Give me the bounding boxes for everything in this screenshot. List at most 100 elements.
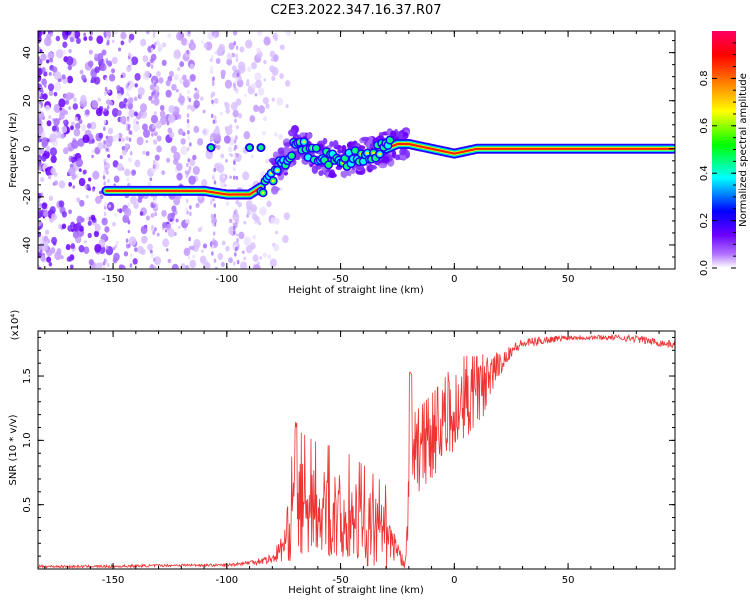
spectrogram-streak-blob: [128, 123, 131, 129]
colorbar-axes: 0.0 0.2 0.4 0.6 0.8: [699, 42, 736, 276]
spectrogram-noise-blob: [55, 49, 64, 59]
spectrogram-noise-blob: [38, 156, 41, 163]
spectrogram-halo-blob: [341, 144, 347, 152]
spectrogram-noise-blob: [167, 33, 171, 38]
spectrogram-xtick-label: 0: [451, 274, 457, 285]
spectrogram-noise-blob: [101, 49, 107, 56]
colorbar-label: Normalized spectral amplitude: [738, 73, 749, 227]
spectrogram-noise-blob: [227, 146, 233, 153]
spectrogram-noise-blob: [167, 127, 173, 134]
spectrogram-noise-blob: [248, 41, 252, 47]
spectrogram-noise-blob: [62, 41, 68, 48]
spectrogram-noise-blob: [245, 200, 253, 209]
spectrogram-noise-blob: [166, 248, 169, 252]
spectrogram-isolated-core: [208, 144, 214, 151]
figure-title: C2E3.2022.347.16.37.R07: [270, 3, 441, 18]
spectrogram-noise-blob: [150, 114, 158, 124]
spectrogram-noise-blob: [257, 31, 263, 36]
spectrogram-noise-blob: [41, 90, 44, 94]
spectrogram-streak-blob: [234, 252, 237, 257]
spectrogram-streak-blob: [186, 119, 190, 124]
spectrogram-noise-blob: [118, 47, 122, 52]
spectrogram-streak-blob: [188, 78, 192, 84]
spectrogram-noise-blob: [193, 99, 200, 109]
spectrogram-noise-blob: [201, 179, 208, 187]
spectrogram-streak-blob: [106, 105, 110, 110]
spectrogram-noise-blob: [189, 63, 195, 70]
spectrogram-streak-blob: [235, 135, 238, 140]
spectrogram-streak-blob: [189, 142, 192, 147]
spectrogram-noise-blob: [221, 240, 226, 246]
spectrogram-streak-blob: [233, 73, 237, 78]
spectrogram-noise-blob: [61, 74, 66, 80]
spectrogram-noise-blob: [41, 78, 47, 86]
spectrogram-noise-blob: [173, 73, 179, 81]
spectrogram-noise-blob: [254, 72, 262, 82]
spectrogram-noise-blob: [68, 209, 73, 215]
spectrogram-noise-blob: [226, 52, 233, 60]
spectrogram-noise-blob: [53, 180, 59, 186]
spectrogram-noise-blob: [132, 123, 140, 132]
spectrogram-ytick-label: -20: [22, 189, 33, 205]
spectrogram-noise-blob: [96, 35, 104, 45]
spectrogram-streak-blob: [236, 76, 239, 82]
spectrogram-noise-blob: [243, 256, 247, 261]
spectrogram-noise-blob: [46, 256, 52, 263]
spectrogram-noise-blob: [161, 209, 167, 217]
spectrogram-streak-blob: [104, 86, 108, 92]
spectrogram-noise-blob: [40, 177, 45, 183]
spectrogram-noise-blob: [113, 31, 118, 35]
spectrogram-noise-blob: [149, 84, 155, 91]
spectrogram-noise-blob: [63, 147, 69, 155]
spectrogram-noise-blob: [156, 145, 162, 153]
spectrogram-noise-blob: [160, 44, 164, 48]
spectrogram-noise-blob: [136, 121, 139, 125]
snr-axes: -150 -100 -50 0 50 0.5 1.0 1.5: [22, 331, 675, 586]
spectrogram-streak-blob: [129, 253, 133, 258]
spectrogram-noise-blob: [61, 211, 67, 218]
spectrogram-noise-blob: [80, 124, 87, 132]
spectrogram-noise-blob: [177, 114, 182, 120]
spectrogram-halo-blob: [368, 165, 378, 170]
spectrogram-streak-blob: [154, 227, 157, 232]
spectrogram-streak-blob: [211, 99, 214, 104]
spectrogram-streak-blob: [187, 31, 191, 35]
spectrogram-noise-blob: [263, 78, 266, 82]
spectrogram-noise-blob: [128, 236, 137, 246]
spectrogram-streak-blob: [151, 224, 154, 230]
spectrogram-noise-blob: [182, 78, 190, 88]
spectrogram-noise-blob: [68, 106, 72, 111]
spectrogram-streak-blob: [188, 245, 192, 251]
spectrogram-streak-blob: [103, 181, 107, 186]
spectrogram-noise-blob: [203, 42, 208, 49]
spectrogram-streak-blob: [150, 253, 154, 258]
spectrogram-noise-blob: [203, 261, 211, 269]
spectrogram-streak-blob: [154, 163, 157, 169]
spectrogram-streak-blob: [128, 38, 132, 44]
spectrogram-streak-blob: [213, 258, 217, 263]
spectrogram-noise-blob: [104, 226, 110, 233]
spectrogram-streak-blob: [152, 230, 155, 236]
spectrogram-streak-blob: [126, 118, 130, 123]
spectrogram-streak-blob: [212, 81, 215, 87]
snr-ytick-label: 1.0: [22, 432, 33, 448]
spectrogram-noise-blob: [274, 132, 278, 137]
spectrogram-noise-blob: [240, 261, 248, 269]
spectrogram-noise-blob: [94, 66, 100, 74]
spectrogram-noise-blob: [264, 159, 269, 164]
spectrogram-ytick-label: 40: [22, 46, 33, 59]
spectrogram-noise-blob: [173, 49, 181, 59]
spectrogram-noise-blob: [177, 67, 181, 71]
spectrogram-streak-blob: [185, 174, 189, 179]
spectrogram-halo-blob: [299, 132, 306, 137]
spectrogram-streak-blob: [103, 140, 106, 145]
spectrogram-ytick-label: -40: [22, 237, 33, 253]
spectrogram-noise-blob: [91, 100, 99, 109]
spectrogram-noise-blob: [123, 251, 129, 257]
spectrogram-noise-blob: [171, 212, 176, 218]
spectrogram-streak-blob: [128, 137, 132, 142]
spectrogram-noise-blob: [269, 258, 277, 268]
spectrogram-noise-blob: [177, 128, 184, 136]
spectrogram-noise-blob: [91, 149, 95, 154]
colorbar-tick-label: 0.6: [699, 118, 710, 134]
